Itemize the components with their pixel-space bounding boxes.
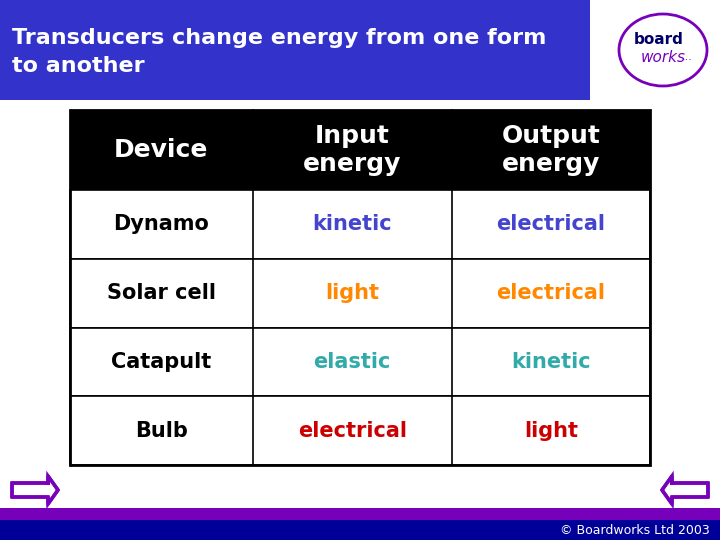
Text: Input
energy: Input energy bbox=[303, 124, 401, 176]
Bar bbox=[0, 520, 720, 540]
Text: light: light bbox=[524, 421, 578, 441]
Bar bbox=[0, 508, 720, 520]
Ellipse shape bbox=[619, 14, 707, 86]
Text: Dynamo: Dynamo bbox=[114, 214, 210, 234]
Text: Catapult: Catapult bbox=[111, 352, 212, 372]
Bar bbox=[70, 190, 650, 259]
Text: kinetic: kinetic bbox=[312, 214, 392, 234]
Text: Solar cell: Solar cell bbox=[107, 283, 216, 303]
Text: Output
energy: Output energy bbox=[502, 124, 600, 176]
Bar bbox=[70, 327, 650, 396]
Text: electrical: electrical bbox=[497, 283, 606, 303]
Polygon shape bbox=[662, 476, 708, 504]
Text: elastic: elastic bbox=[313, 352, 391, 372]
Bar bbox=[70, 396, 650, 465]
Text: electrical: electrical bbox=[297, 421, 407, 441]
Bar bbox=[70, 110, 650, 190]
Text: light: light bbox=[325, 283, 379, 303]
Bar bbox=[0, 0, 590, 100]
Text: kinetic: kinetic bbox=[511, 352, 591, 372]
Text: Bulb: Bulb bbox=[135, 421, 188, 441]
Polygon shape bbox=[12, 476, 58, 504]
Text: © Boardworks Ltd 2003: © Boardworks Ltd 2003 bbox=[560, 523, 710, 537]
Bar bbox=[70, 110, 650, 465]
Text: board: board bbox=[634, 32, 684, 48]
Text: ...: ... bbox=[682, 52, 693, 62]
Text: Device: Device bbox=[114, 138, 209, 162]
Text: works: works bbox=[641, 50, 685, 64]
Bar bbox=[70, 259, 650, 327]
Text: electrical: electrical bbox=[497, 214, 606, 234]
Text: Transducers change energy from one form
to another: Transducers change energy from one form … bbox=[12, 28, 546, 76]
